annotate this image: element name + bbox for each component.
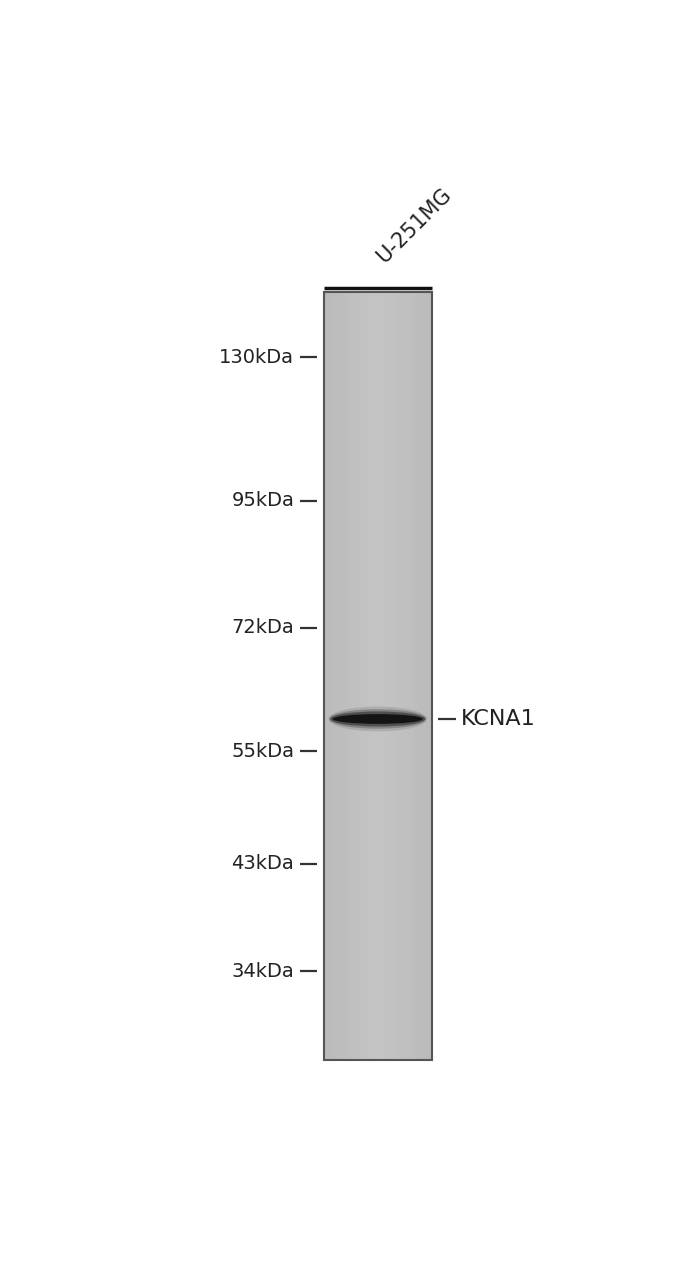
Bar <box>379 292 381 1060</box>
Bar <box>338 292 341 1060</box>
Bar <box>324 292 432 1060</box>
Bar <box>371 292 373 1060</box>
Text: 55kDa: 55kDa <box>231 741 294 760</box>
Bar <box>427 292 430 1060</box>
Bar <box>422 292 424 1060</box>
Bar <box>343 292 345 1060</box>
Bar <box>355 292 357 1060</box>
Bar <box>413 292 415 1060</box>
Bar <box>328 292 330 1060</box>
Bar <box>352 292 354 1060</box>
Bar <box>393 292 395 1060</box>
Bar <box>425 292 427 1060</box>
Text: 72kDa: 72kDa <box>231 618 294 637</box>
Bar <box>332 292 334 1060</box>
Ellipse shape <box>333 714 423 724</box>
Bar <box>418 292 420 1060</box>
Bar <box>357 292 358 1060</box>
Bar <box>368 292 370 1060</box>
Text: 95kDa: 95kDa <box>231 492 294 511</box>
Bar <box>375 292 377 1060</box>
Bar <box>331 292 332 1060</box>
Bar <box>380 292 382 1060</box>
Bar <box>391 292 393 1060</box>
Bar <box>325 292 327 1060</box>
Bar <box>329 292 331 1060</box>
Bar <box>324 292 326 1060</box>
Text: 130kDa: 130kDa <box>219 348 294 366</box>
Bar <box>426 292 428 1060</box>
Bar <box>340 292 342 1060</box>
Bar <box>417 292 418 1060</box>
Bar <box>363 292 365 1060</box>
Bar <box>403 292 405 1060</box>
Bar <box>429 292 431 1060</box>
Bar <box>398 292 400 1060</box>
Bar <box>384 292 386 1060</box>
Bar <box>341 292 343 1060</box>
Bar <box>350 292 352 1060</box>
Bar <box>348 292 350 1060</box>
Bar <box>377 292 378 1060</box>
Bar <box>344 292 346 1060</box>
Bar <box>334 292 335 1060</box>
Bar <box>378 292 379 1060</box>
Ellipse shape <box>329 709 426 728</box>
Bar <box>370 292 372 1060</box>
Bar <box>374 292 375 1060</box>
Bar <box>411 292 414 1060</box>
Bar <box>402 292 404 1060</box>
Bar <box>361 292 363 1060</box>
Bar <box>430 292 432 1060</box>
Bar <box>345 292 348 1060</box>
Bar <box>364 292 366 1060</box>
Bar <box>404 292 407 1060</box>
Bar <box>383 292 385 1060</box>
Bar <box>351 292 352 1060</box>
Bar <box>414 292 416 1060</box>
Bar <box>386 292 388 1060</box>
Bar <box>390 292 392 1060</box>
Bar <box>327 292 329 1060</box>
Ellipse shape <box>329 707 427 731</box>
Bar <box>387 292 389 1060</box>
Text: 34kDa: 34kDa <box>231 963 294 980</box>
Bar <box>416 292 417 1060</box>
Bar <box>410 292 412 1060</box>
Bar <box>423 292 425 1060</box>
Text: KCNA1: KCNA1 <box>461 709 536 730</box>
Bar <box>366 292 368 1060</box>
Bar <box>394 292 395 1060</box>
Bar <box>347 292 349 1060</box>
Bar <box>367 292 369 1060</box>
Bar <box>373 292 374 1060</box>
Text: 43kDa: 43kDa <box>231 854 294 873</box>
Bar <box>421 292 423 1060</box>
Bar <box>409 292 411 1060</box>
Bar <box>399 292 401 1060</box>
Bar <box>337 292 339 1060</box>
Bar <box>389 292 391 1060</box>
Bar <box>406 292 408 1060</box>
Bar <box>420 292 421 1060</box>
Bar <box>382 292 384 1060</box>
Ellipse shape <box>330 712 425 727</box>
Bar <box>335 292 336 1060</box>
Bar <box>357 292 359 1060</box>
Bar <box>395 292 397 1060</box>
Bar <box>354 292 355 1060</box>
Bar <box>397 292 398 1060</box>
Bar <box>407 292 409 1060</box>
Bar <box>359 292 361 1060</box>
Bar <box>324 292 432 1060</box>
Bar <box>400 292 402 1060</box>
Bar <box>360 292 362 1060</box>
Bar <box>336 292 338 1060</box>
Text: U-251MG: U-251MG <box>373 184 455 268</box>
